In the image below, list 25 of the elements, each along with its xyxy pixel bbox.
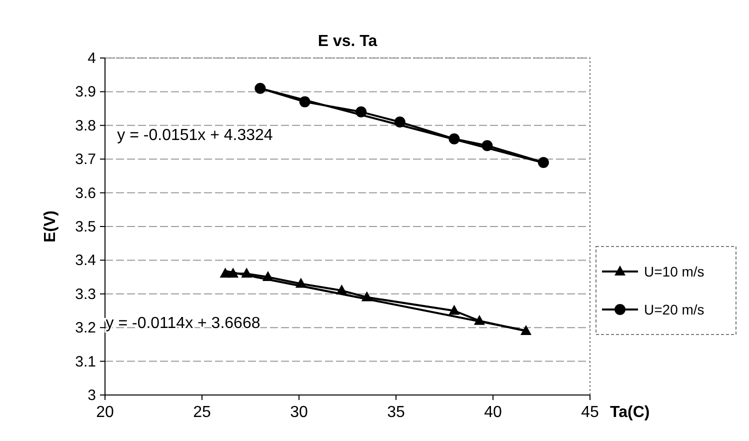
x-tick-label: 25 xyxy=(193,404,211,421)
x-tick-label: 20 xyxy=(96,404,114,421)
y-tick-label: 4 xyxy=(88,50,96,67)
x-tick-label: 40 xyxy=(484,404,502,421)
x-tick-label: 30 xyxy=(290,404,308,421)
y-tick-label: 3.4 xyxy=(75,252,96,270)
y-tick-label: 3.2 xyxy=(75,320,96,337)
y-axis-title: E(V) xyxy=(42,210,59,242)
y-tick-label: 3.9 xyxy=(75,84,96,101)
x-tick-label: 45 xyxy=(581,404,599,421)
legend-label: U=20 m/s xyxy=(644,302,704,318)
chart-title: E vs. Ta xyxy=(318,33,378,50)
y-tick-label: 3.6 xyxy=(75,184,96,202)
y-tick-label: 3.1 xyxy=(75,353,96,370)
y-tick-label: 3.8 xyxy=(75,117,96,134)
annotation: y = -0.0114x + 3.6668 xyxy=(106,315,260,332)
x-axis-title: Ta(C) xyxy=(610,404,650,421)
y-tick-label: 3.3 xyxy=(75,286,96,303)
annotation: y = -0.0151x + 4.3324 xyxy=(117,127,273,144)
y-tick-label: 3.7 xyxy=(75,151,96,168)
x-tick-label: 35 xyxy=(387,404,405,421)
point xyxy=(448,304,460,315)
y-tick-label: 3.5 xyxy=(75,218,96,236)
y-tick-label: 3 xyxy=(88,387,96,404)
legend-label: U=10 m/s xyxy=(644,264,704,280)
